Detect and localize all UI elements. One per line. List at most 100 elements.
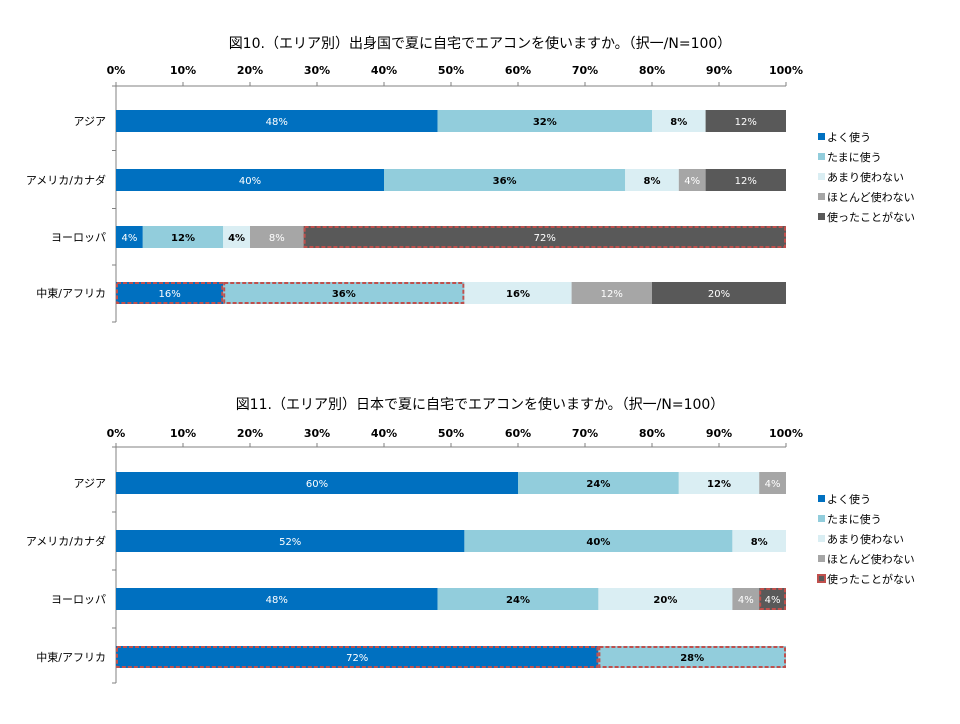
data-label: 40% (239, 176, 261, 187)
bar-segment (598, 588, 733, 610)
bar-segment (116, 588, 438, 610)
category-label: アメリカ/カナダ (26, 173, 106, 187)
bar-segment (732, 588, 760, 610)
bar-segment (223, 226, 250, 248)
data-label: 32% (533, 117, 557, 128)
bar-segment (116, 169, 384, 191)
bar-segment (705, 169, 786, 191)
data-label: 72% (534, 233, 556, 244)
legend-label: ほとんど使わない (827, 191, 915, 204)
bar-segment (652, 282, 786, 304)
highlight-outline (223, 282, 465, 304)
x-tick-label: 60% (505, 64, 531, 77)
data-label: 48% (266, 595, 288, 606)
legend-swatch (818, 213, 825, 220)
data-label: 16% (506, 289, 530, 300)
data-label: 8% (269, 233, 285, 244)
data-label: 4% (121, 233, 137, 244)
data-label: 40% (586, 537, 610, 548)
chart-2: 図11.（エリア別）日本で夏に自宅でエアコンを使いますか。（択一/N=100） 0… (26, 396, 915, 684)
legend-label: 使ったことがない (827, 210, 915, 224)
x-tick-label: 60% (505, 427, 531, 440)
category-label: アジア (73, 115, 106, 128)
data-label: 48% (266, 117, 288, 128)
x-tick-label: 0% (107, 64, 126, 77)
data-label: 28% (680, 653, 704, 664)
x-tick-label: 20% (237, 64, 263, 77)
highlight-outline (303, 226, 786, 248)
bar-segment (116, 472, 518, 494)
legend-swatch (818, 495, 825, 502)
data-label: 20% (708, 289, 730, 300)
bar-segment (759, 472, 786, 494)
bar-segment (116, 282, 224, 304)
x-tick-label: 100% (769, 427, 803, 440)
legend-label: よく使う (827, 131, 871, 144)
x-tick-label: 10% (170, 427, 196, 440)
bar-segment (518, 472, 679, 494)
highlight-outline (116, 646, 599, 668)
data-label: 4% (684, 176, 700, 187)
x-tick-label: 80% (639, 64, 665, 77)
legend-swatch (818, 153, 825, 160)
data-label: 72% (346, 653, 368, 664)
data-label: 52% (279, 537, 301, 548)
x-tick-label: 50% (438, 64, 464, 77)
bar-segment (116, 646, 599, 668)
legend-label: たまに使う (827, 151, 882, 164)
legend-swatch (818, 535, 825, 542)
bar-segment (303, 226, 786, 248)
legend-swatch (818, 193, 825, 200)
legend-label: たまに使う (827, 513, 882, 526)
legend-swatch (818, 173, 825, 180)
data-label: 24% (506, 595, 530, 606)
data-label: 20% (653, 595, 677, 606)
highlight-outline (759, 588, 787, 610)
bar-segment (437, 588, 599, 610)
bar-segment (759, 588, 786, 610)
bar-segment (116, 110, 438, 132)
category-label: ヨーロッパ (51, 231, 106, 244)
highlight-outline (116, 282, 224, 304)
x-tick-label: 10% (170, 64, 196, 77)
data-label: 12% (707, 479, 731, 490)
chart-title: 図10.（エリア別）出身国で夏に自宅でエアコンを使いますか。（択一/N=100） (229, 35, 732, 52)
data-label: 36% (332, 289, 356, 300)
data-label: 4% (765, 479, 781, 490)
data-label: 4% (738, 595, 754, 606)
data-label: 12% (735, 117, 757, 128)
x-tick-label: 20% (237, 427, 263, 440)
x-tick-label: 40% (371, 427, 397, 440)
category-label: 中東/アフリカ (36, 651, 106, 664)
bar-segment (250, 226, 304, 248)
legend-label: あまり使わない (827, 171, 904, 184)
chart-title: 図11.（エリア別）日本で夏に自宅でエアコンを使いますか。（択一/N=100） (236, 396, 725, 413)
data-label: 4% (228, 233, 245, 244)
x-tick-label: 0% (107, 427, 126, 440)
x-tick-label: 30% (304, 427, 330, 440)
bar-segment (464, 282, 572, 304)
bar-segment (571, 282, 652, 304)
data-label: 16% (158, 289, 180, 300)
category-label: アメリカ/カナダ (26, 534, 106, 548)
legend-label: よく使う (827, 493, 871, 506)
category-label: ヨーロッパ (51, 593, 106, 606)
bar-segment (437, 110, 652, 132)
legend-swatch (818, 133, 825, 140)
chart-1: 図10.（エリア別）出身国で夏に自宅でエアコンを使いますか。（択一/N=100）… (26, 35, 915, 323)
bar-segment (116, 530, 465, 552)
x-tick-label: 90% (706, 64, 732, 77)
data-label: 4% (765, 595, 781, 606)
data-label: 8% (644, 176, 661, 187)
bar-segment (223, 282, 465, 304)
bar-segment (652, 110, 706, 132)
bar-segment (678, 169, 706, 191)
data-label: 12% (171, 233, 195, 244)
bar-segment (384, 169, 626, 191)
highlight-outline (598, 646, 787, 668)
legend-label: 使ったことがない (827, 572, 915, 586)
bar-segment (598, 646, 786, 668)
category-label: 中東/アフリカ (36, 287, 106, 300)
legend-label: あまり使わない (827, 533, 904, 546)
